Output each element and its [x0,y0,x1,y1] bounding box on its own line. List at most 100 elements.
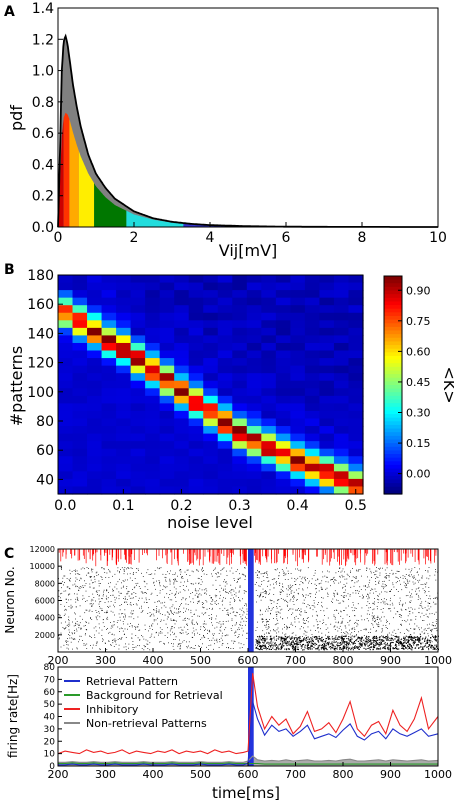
spike-excitatory [160,631,162,632]
spike-excitatory [267,585,268,587]
spike-excitatory [427,628,429,629]
spike-retrieval [292,640,294,642]
spike-retrieval [311,640,313,642]
spike-retrieval [350,637,352,639]
spike-excitatory [175,601,177,602]
spike-excitatory [91,598,93,600]
colorbar-segment [384,428,402,433]
spike-retrieval [302,649,304,651]
spike-retrieval [309,640,311,642]
spike-retrieval [410,638,412,640]
spike-excitatory [296,609,298,611]
spike-excitatory [300,581,302,582]
heatmap-cell [319,441,335,450]
spike-retrieval [414,641,416,643]
spike-excitatory [199,593,201,595]
spike-retrieval [284,640,286,642]
spike-excitatory [421,627,422,629]
heatmap-cell [101,478,117,488]
heatmap-cell [290,471,306,480]
heatmap-cell [275,433,291,442]
spike-excitatory [73,639,74,640]
spike-excitatory [197,596,198,598]
panel-b-colorbar-tick-label: 0.75 [406,315,431,328]
spike-retrieval [325,638,327,640]
spike-excitatory [149,625,150,627]
heatmap-cell [246,320,262,329]
spike-excitatory [338,637,340,638]
spike-excitatory [125,637,127,638]
spike-excitatory [381,585,383,587]
spike-excitatory [112,642,114,644]
spike-excitatory [400,623,402,625]
spike-excitatory [392,572,394,574]
panel-a-y-tick-label: 0.2 [32,189,54,205]
spike-retrieval [357,646,359,648]
spike-retrieval [354,642,356,644]
spike-retrieval [328,642,330,644]
spike-excitatory [78,573,79,575]
spike-retrieval [282,645,284,647]
spike-excitatory [179,639,180,641]
spike-excitatory [375,631,377,632]
heatmap-cell [319,373,335,382]
colorbar-segment [384,363,402,368]
spike-excitatory [326,576,327,578]
spike-excitatory [185,598,187,599]
spike-excitatory [79,587,81,589]
spike-excitatory [405,583,406,584]
spike-excitatory [303,620,305,621]
spike-excitatory [141,607,142,609]
heatmap-cell [116,463,132,472]
spike-excitatory [406,579,408,581]
heatmap-cell [217,426,233,435]
spike-retrieval [352,642,354,644]
spike-excitatory [259,635,260,637]
spike-excitatory [288,627,290,628]
spike-excitatory [336,610,338,611]
spike-excitatory [376,576,378,578]
spike-excitatory [152,578,154,579]
spike-retrieval [270,638,272,640]
heatmap-cell [246,282,262,291]
spike-retrieval [421,649,423,651]
spike-excitatory [106,572,108,574]
spike-excitatory [319,583,320,585]
heatmap-cell [319,463,335,472]
spike-excitatory [244,567,246,568]
spike-retrieval [411,646,413,648]
spike-retrieval [279,636,281,638]
spike-retrieval [340,642,342,644]
spike-excitatory [246,603,247,605]
spike-retrieval [345,635,347,637]
spike-retrieval [375,643,377,645]
spike-excitatory [431,641,433,643]
spike-excitatory [310,593,312,595]
spike-retrieval [399,641,401,643]
spike-excitatory [419,647,421,648]
spike-excitatory [216,595,218,596]
spike-excitatory [366,628,367,630]
spike-excitatory [411,568,413,570]
spike-excitatory [397,581,398,582]
heatmap-cell [232,297,248,306]
heatmap-cell [72,388,88,397]
panel-b-colorbar-tick-label: 0.30 [406,407,431,420]
spike-retrieval [280,648,282,650]
spike-excitatory [419,604,421,606]
spike-excitatory [375,591,377,592]
spike-excitatory [406,585,407,586]
spike-retrieval [306,641,308,643]
spike-excitatory [205,612,207,614]
spike-retrieval [401,645,403,647]
heatmap-cell [275,418,291,427]
spike-excitatory [256,577,258,578]
heatmap-cell [348,282,364,291]
spike-excitatory [188,641,190,643]
spike-retrieval [400,641,402,643]
spike-excitatory [344,571,345,573]
spike-excitatory [410,602,411,603]
spike-retrieval [306,644,308,646]
spike-excitatory [175,594,176,595]
spike-retrieval [395,646,397,648]
